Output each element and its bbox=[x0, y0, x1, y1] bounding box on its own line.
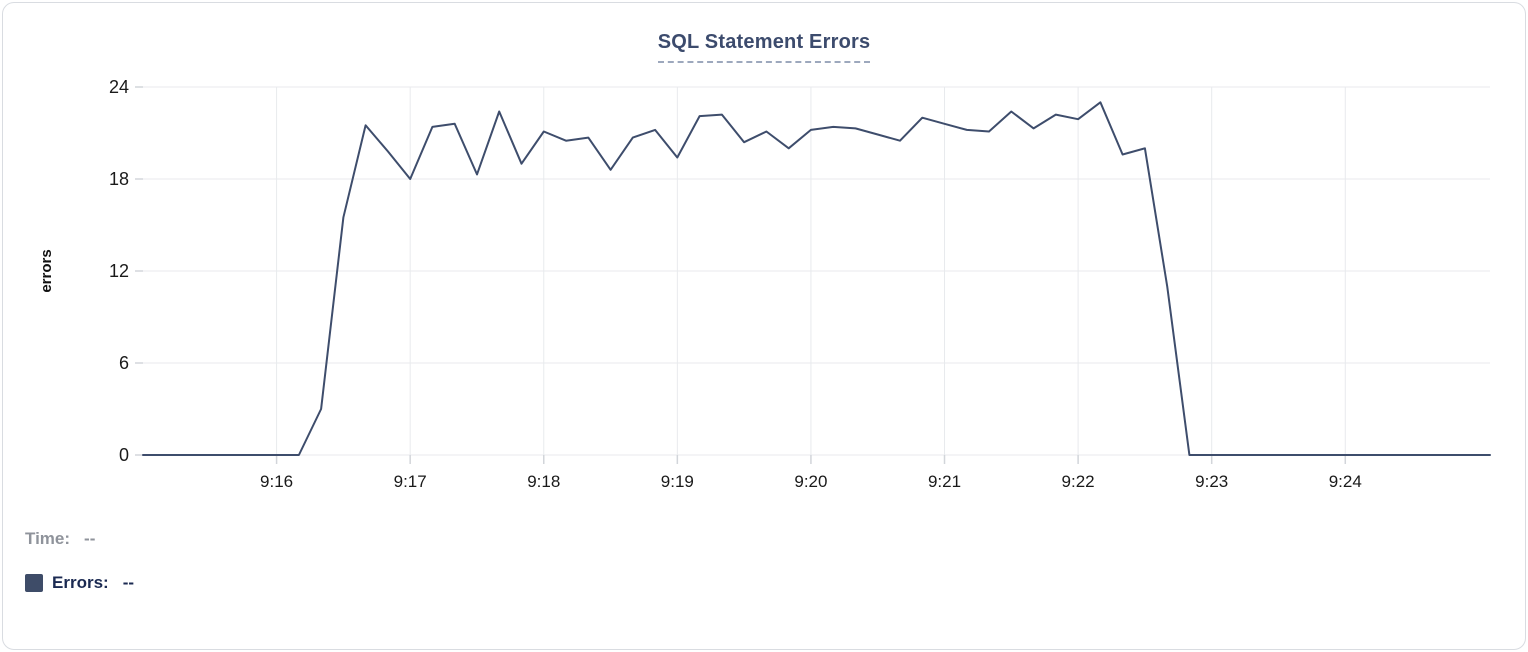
x-tick-label: 9:23 bbox=[1195, 472, 1228, 491]
y-tick-label: 0 bbox=[119, 445, 129, 465]
errors-series-line[interactable] bbox=[142, 101, 1491, 456]
chart-header: SQL Statement Errors bbox=[3, 31, 1525, 63]
x-tick-label: 9:20 bbox=[794, 472, 827, 491]
errors-label: Errors: bbox=[52, 573, 109, 592]
y-axis-title: errors bbox=[38, 249, 55, 292]
x-tick-label: 9:18 bbox=[527, 472, 560, 491]
y-tick-label: 18 bbox=[109, 169, 129, 189]
y-tick-label: 12 bbox=[109, 261, 129, 281]
x-tick-label: 9:24 bbox=[1329, 472, 1362, 491]
x-tick-label: 9:22 bbox=[1062, 472, 1095, 491]
chart-title[interactable]: SQL Statement Errors bbox=[657, 31, 871, 63]
y-tick-label: 6 bbox=[119, 353, 129, 373]
x-tick-label: 9:21 bbox=[928, 472, 961, 491]
readout-errors-row: Errors: -- bbox=[25, 573, 134, 593]
sql-errors-line-chart[interactable]: 0 6 12 18 24 9:16 9:17 9:18 9:19 9:20 9:21 9:22 9:23… bbox=[3, 3, 1526, 515]
x-tick-label: 9:16 bbox=[260, 472, 293, 491]
x-tick-label: 9:19 bbox=[661, 472, 694, 491]
errors-value: -- bbox=[122, 573, 135, 592]
x-tick-label: 9:17 bbox=[394, 472, 427, 491]
y-tick-label: 24 bbox=[109, 77, 129, 97]
time-label: Time: bbox=[25, 529, 71, 548]
time-value: -- bbox=[84, 529, 96, 548]
readout-time-row: Time: -- bbox=[25, 529, 95, 549]
errors-series-swatch bbox=[25, 574, 43, 592]
